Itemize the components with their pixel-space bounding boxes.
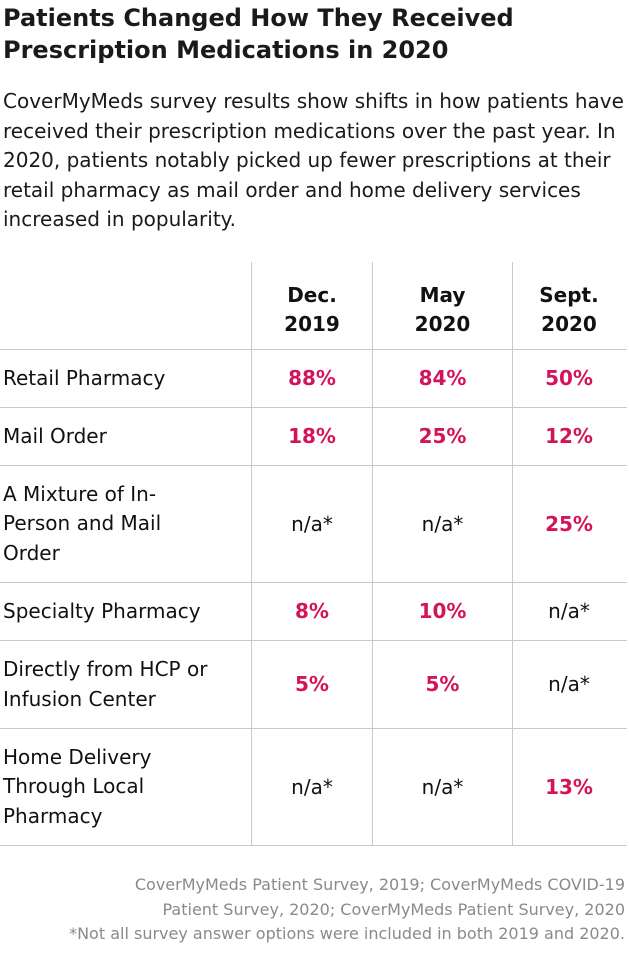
table-row-retail-pharmacy: Retail Pharmacy 88% 84% 50% [0,350,627,407]
table-cell-value: 13% [545,774,593,799]
row-divider [0,845,627,846]
table-cell-value: 88% [288,366,336,390]
source-line-1: CoverMyMeds Patient Survey, 2019; CoverM… [134,875,625,894]
table-row-mail-order: Mail Order 18% 25% 12% [0,408,627,465]
table-cell-value: 5% [425,672,460,696]
chart-title-line-1: Patients Changed How They Received [3,4,514,32]
column-divider [251,262,252,846]
table-cell-value: 12% [545,424,593,448]
table-row-hcp-infusion: Directly from HCP or Infusion Center 5% … [0,641,627,728]
row-divider [0,640,627,641]
table-cell-value: 18% [288,424,336,448]
row-label: Retail Pharmacy [3,365,166,390]
footnote-line: *Not all survey answer options were incl… [69,924,625,943]
table-cell-value: 25% [418,424,467,448]
intro-paragraph: CoverMyMeds survey results show shifts i… [3,89,624,231]
table-cell-value: 8% [295,599,329,623]
table-cell-na: n/a* [548,672,590,696]
table-cell-na: n/a* [421,774,464,799]
row-label: Directly from HCP or Infusion Center [3,657,208,711]
row-divider [0,349,627,350]
column-header-line: 2020 [541,312,597,336]
column-header-sept-2020: Sept. 2020 [513,281,625,341]
source-footnote: CoverMyMeds Patient Survey, 2019; CoverM… [0,873,625,947]
table-row-specialty-pharmacy: Specialty Pharmacy 8% 10% n/a* [0,583,627,640]
table-cell-value: 5% [295,672,329,696]
source-line-2: Patient Survey, 2020; CoverMyMeds Patien… [162,899,625,919]
table-cell-value: 84% [418,366,467,390]
table-cell-na: n/a* [291,774,333,799]
column-divider [372,262,373,846]
table-cell-na: n/a* [421,511,464,536]
table-cell-value: 50% [545,366,593,390]
row-divider [0,728,627,729]
table-cell-value: 10% [418,599,467,623]
column-header-line: Dec. [287,283,337,307]
column-header-line: 2019 [284,312,340,336]
column-header-line: Sept. [539,283,599,307]
column-header-line: May [419,283,466,307]
row-label: A Mixture of In-Person and Mail Order [3,481,162,565]
table-row-home-delivery: Home Delivery Through Local Pharmacy n/a… [0,729,627,845]
column-header-dec-2019: Dec. 2019 [252,281,372,341]
table-cell-na: n/a* [291,511,333,536]
row-divider [0,407,627,408]
data-table: Dec. 2019 May 2020 Sept. 2020 Retail Pha… [0,262,629,846]
table-row-mixture: A Mixture of In-Person and Mail Order n/… [0,466,627,582]
column-header-may-2020: May 2020 [373,281,512,341]
column-header-line: 2020 [414,312,471,336]
row-label: Specialty Pharmacy [3,598,201,623]
row-divider [0,582,627,583]
chart-title-line-2: Prescription Medications in 2020 [3,36,449,64]
row-divider [0,465,627,466]
column-divider [512,262,513,846]
table-cell-na: n/a* [548,599,590,623]
row-label: Home Delivery Through Local Pharmacy [3,744,152,828]
row-label: Mail Order [3,423,107,448]
chart-title: Patients Changed How They Received Presc… [3,2,623,66]
table-cell-value: 25% [545,511,593,536]
